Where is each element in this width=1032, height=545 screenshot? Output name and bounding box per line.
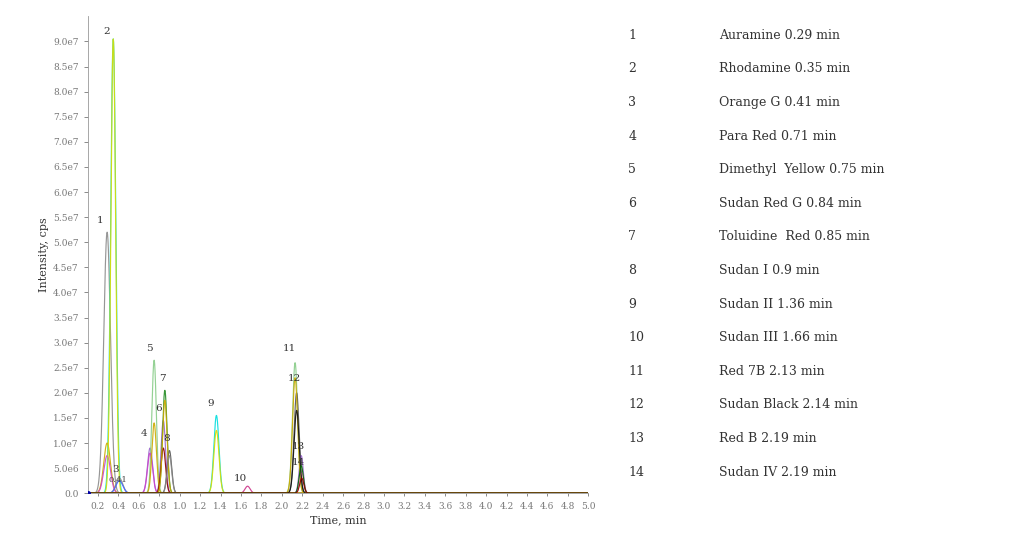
Text: 13: 13 <box>628 432 645 445</box>
Text: Sudan IV 2.19 min: Sudan IV 2.19 min <box>719 465 837 479</box>
Text: 7: 7 <box>628 231 637 244</box>
Text: 13: 13 <box>292 441 305 451</box>
Text: 8: 8 <box>163 434 170 443</box>
Text: Toluidine  Red 0.85 min: Toluidine Red 0.85 min <box>719 231 870 244</box>
Text: Dimethyl  Yellow 0.75 min: Dimethyl Yellow 0.75 min <box>719 164 884 176</box>
Text: 10: 10 <box>233 474 247 483</box>
Text: 14: 14 <box>628 465 645 479</box>
Text: 6: 6 <box>156 404 162 413</box>
Text: Rhodamine 0.35 min: Rhodamine 0.35 min <box>719 63 850 75</box>
Text: 2: 2 <box>628 63 637 75</box>
Text: Red 7B 2.13 min: Red 7B 2.13 min <box>719 365 825 378</box>
Text: 4: 4 <box>141 429 148 438</box>
X-axis label: Time, min: Time, min <box>310 514 366 525</box>
Text: Sudan I 0.9 min: Sudan I 0.9 min <box>719 264 820 277</box>
Text: 12: 12 <box>288 374 301 383</box>
Text: 12: 12 <box>628 398 644 411</box>
Text: 0.41: 0.41 <box>108 476 128 484</box>
Text: 3: 3 <box>111 465 119 474</box>
Text: 9: 9 <box>628 298 637 311</box>
Text: Sudan III 1.66 min: Sudan III 1.66 min <box>719 331 838 344</box>
Text: 6: 6 <box>628 197 637 210</box>
Text: 1: 1 <box>97 216 103 225</box>
Text: 5: 5 <box>147 344 153 353</box>
Text: Red B 2.19 min: Red B 2.19 min <box>719 432 817 445</box>
Text: 10: 10 <box>628 331 645 344</box>
Text: 2: 2 <box>103 27 109 37</box>
Text: Sudan Red G 0.84 min: Sudan Red G 0.84 min <box>719 197 862 210</box>
Text: 11: 11 <box>283 344 296 353</box>
Text: Orange G 0.41 min: Orange G 0.41 min <box>719 96 840 109</box>
Text: 7: 7 <box>160 374 166 383</box>
Text: 5: 5 <box>628 164 637 176</box>
Text: 8: 8 <box>628 264 637 277</box>
Text: Auramine 0.29 min: Auramine 0.29 min <box>719 29 840 42</box>
Text: 9: 9 <box>207 399 214 408</box>
Text: Sudan Black 2.14 min: Sudan Black 2.14 min <box>719 398 859 411</box>
Text: 11: 11 <box>628 365 645 378</box>
Text: 1: 1 <box>628 29 637 42</box>
Text: 3: 3 <box>628 96 637 109</box>
Text: 14: 14 <box>292 458 305 467</box>
Text: 4: 4 <box>628 130 637 143</box>
Text: Sudan II 1.36 min: Sudan II 1.36 min <box>719 298 833 311</box>
Y-axis label: Intensity, cps: Intensity, cps <box>39 217 49 292</box>
Text: Para Red 0.71 min: Para Red 0.71 min <box>719 130 837 143</box>
